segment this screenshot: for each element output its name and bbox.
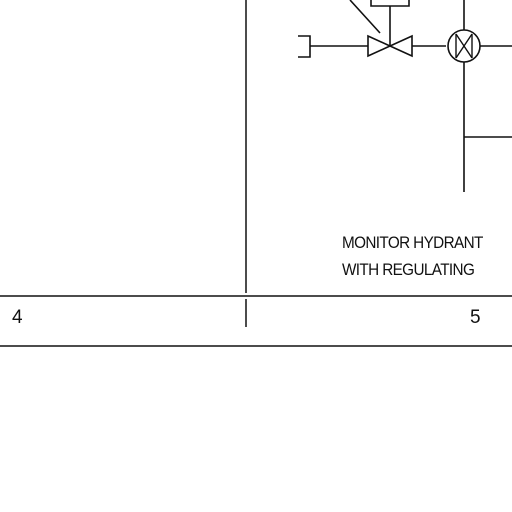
cell-number-left: 4 bbox=[12, 307, 23, 328]
caption-line-1: MONITOR HYDRANT bbox=[342, 233, 483, 252]
indicator-cross-2 bbox=[455, 33, 473, 59]
sensing-line bbox=[349, 0, 381, 34]
cap-end-symbol bbox=[298, 35, 311, 58]
cell-number-right: 5 bbox=[470, 307, 481, 328]
valve-actuator-box bbox=[370, 0, 410, 7]
diagram-caption: MONITOR HYDRANT WITH REGULATING bbox=[342, 229, 483, 283]
valve-body-left bbox=[367, 34, 392, 58]
valve-body-right bbox=[388, 34, 413, 58]
caption-line-2: WITH REGULATING bbox=[342, 260, 475, 279]
